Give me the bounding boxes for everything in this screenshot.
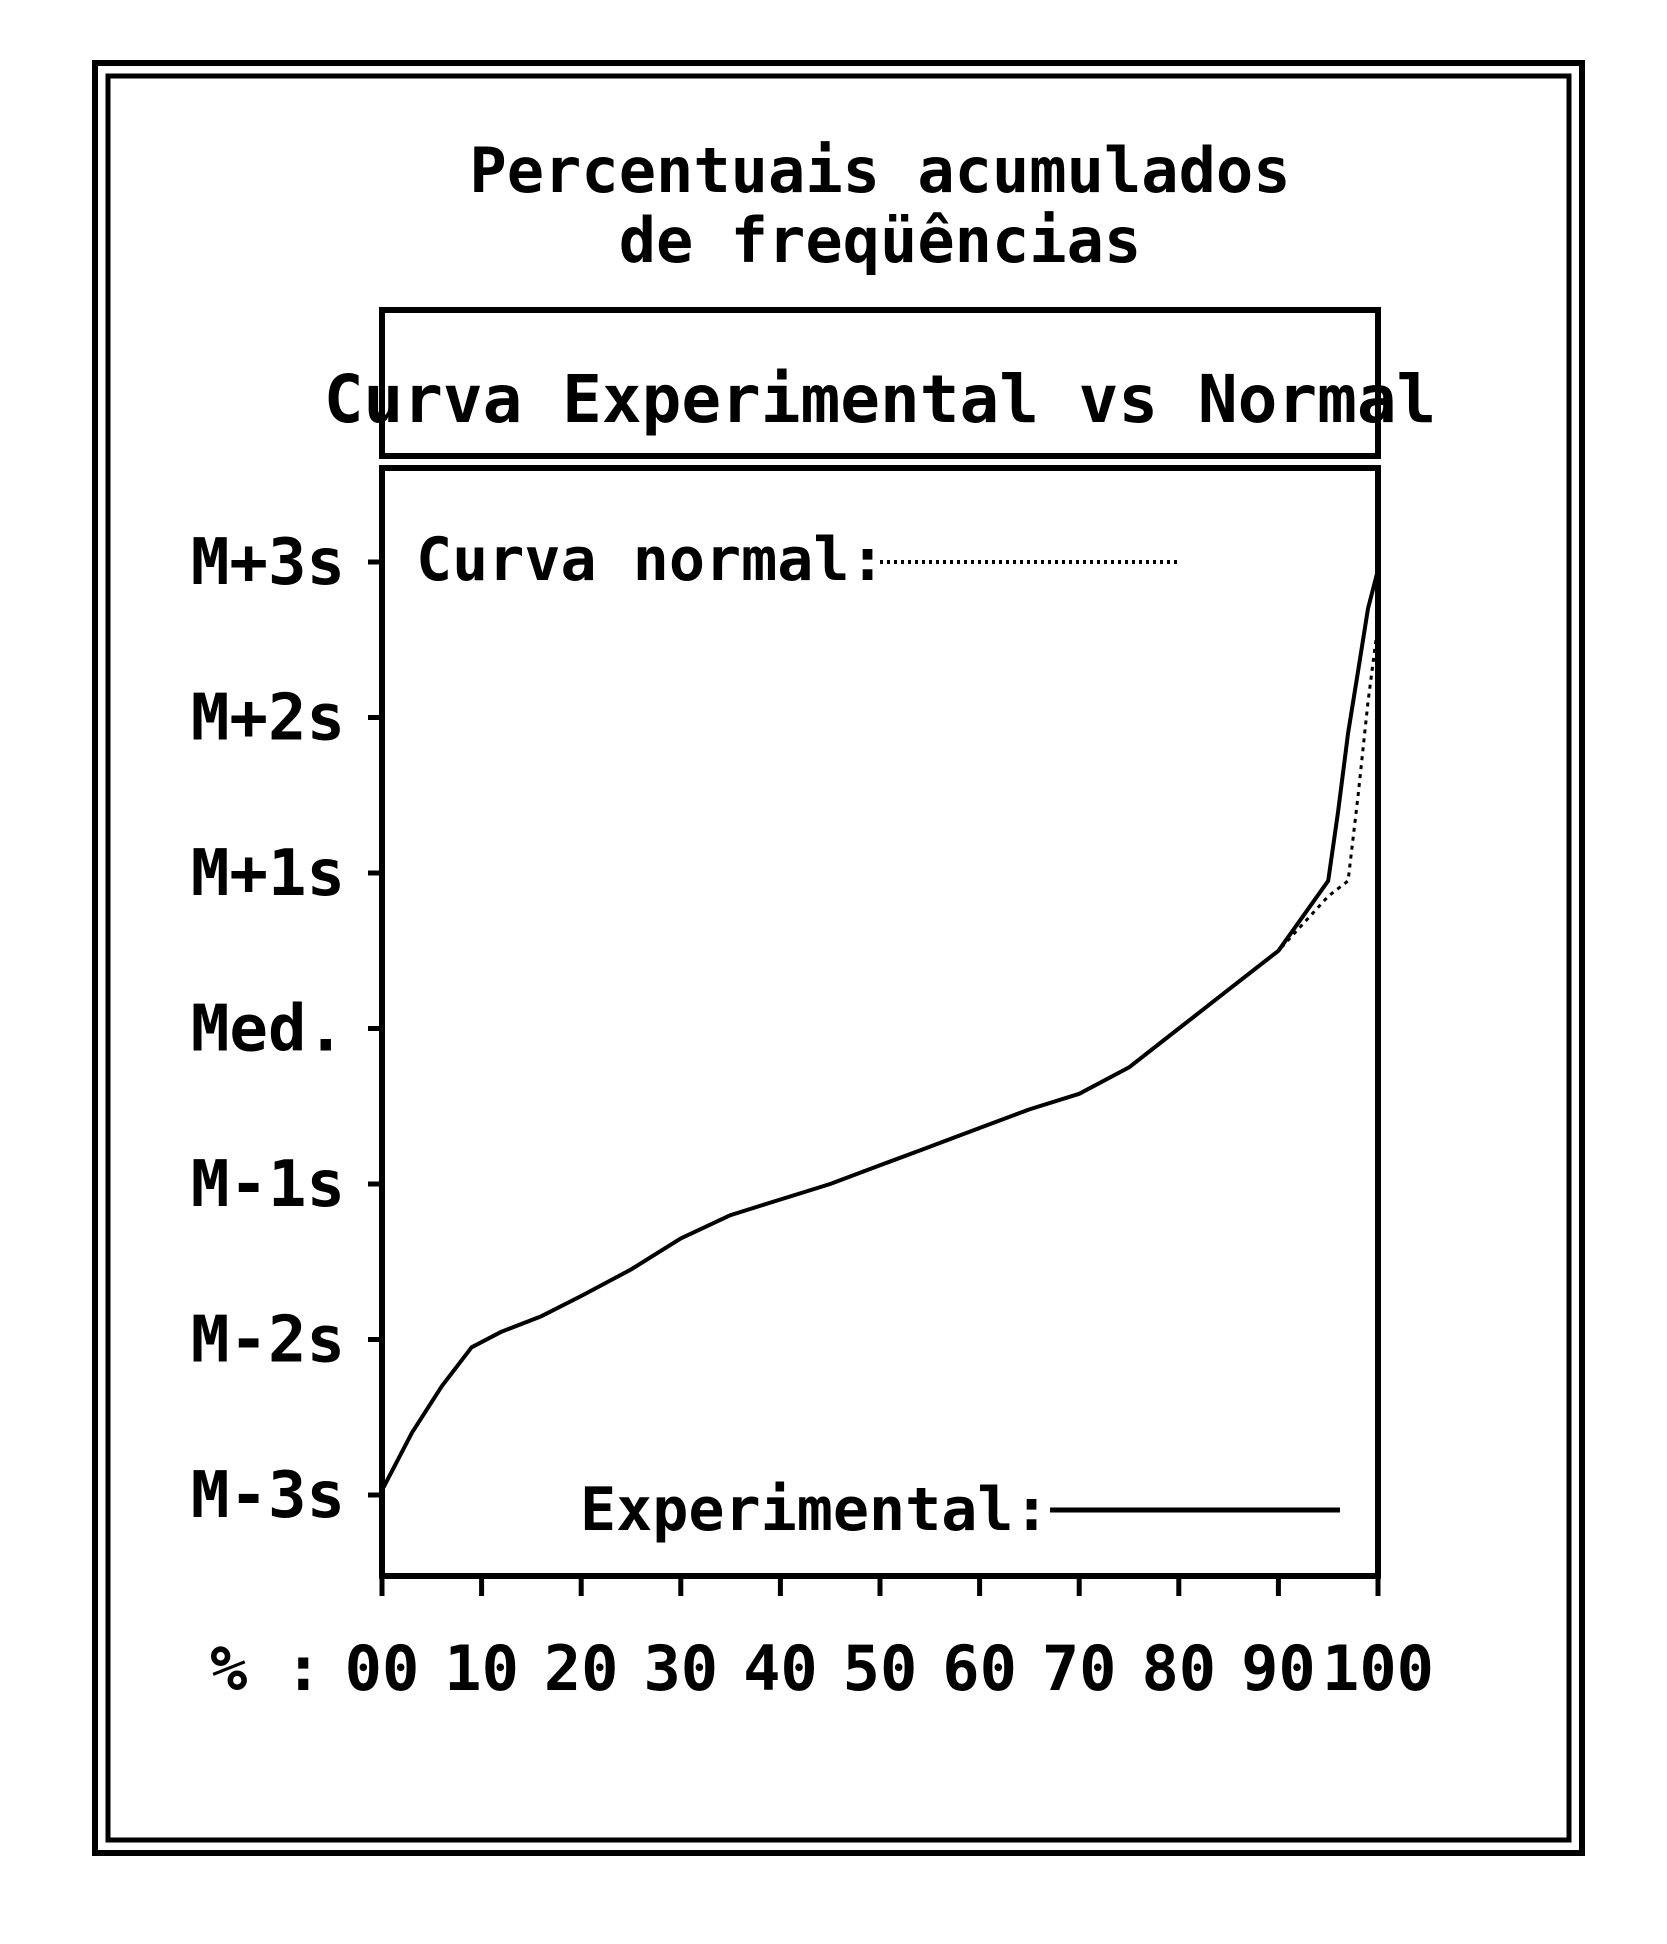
normal-curve-line bbox=[380, 624, 1380, 1491]
legend-normal-label: Curva normal: bbox=[416, 525, 886, 595]
chart-title-line1: Percentuais acumulados bbox=[469, 134, 1290, 207]
x-tick-label: 00 bbox=[345, 1632, 420, 1705]
outer-frame bbox=[92, 60, 1585, 1856]
x-tick-label: 10 bbox=[444, 1632, 519, 1705]
x-tick-label: 50 bbox=[843, 1632, 918, 1705]
series-layer bbox=[380, 569, 1380, 1492]
subtitle-box bbox=[379, 307, 1381, 459]
x-tick-label: 70 bbox=[1042, 1632, 1117, 1705]
y-tick-label: M-1s bbox=[191, 1148, 345, 1222]
y-tick-label: Med. bbox=[191, 993, 345, 1067]
x-axis-prefix: % : bbox=[210, 1632, 322, 1705]
inner-frame bbox=[105, 73, 1572, 1843]
x-axis: 00 10 20 30 40 50 60 70 80 90 100 bbox=[345, 1576, 1434, 1705]
x-tick-label: 40 bbox=[743, 1632, 818, 1705]
y-tick-label: M+1s bbox=[191, 837, 345, 911]
y-tick-label: M-3s bbox=[191, 1459, 345, 1533]
legend-experimental-label: Experimental: bbox=[580, 1475, 1050, 1545]
y-tick-label: M-2s bbox=[191, 1304, 345, 1378]
x-tick-label: 100 bbox=[1322, 1632, 1434, 1705]
y-tick-label: M+2s bbox=[191, 682, 345, 756]
y-axis: M+3s M+2s M+1s Med. M-1s M-2s M-3s bbox=[191, 526, 382, 1533]
chart-title-line2: de freqüências bbox=[619, 204, 1142, 277]
x-tick-label: 30 bbox=[643, 1632, 718, 1705]
plot-area bbox=[379, 465, 1381, 1579]
chart-subtitle: Curva Experimental vs Normal bbox=[324, 361, 1437, 438]
y-tick-label: M+3s bbox=[191, 526, 345, 600]
x-tick-label: 60 bbox=[942, 1632, 1017, 1705]
x-tick-label: 90 bbox=[1241, 1632, 1316, 1705]
x-tick-label: 80 bbox=[1141, 1632, 1216, 1705]
x-tick-label: 20 bbox=[544, 1632, 619, 1705]
experimental-curve-line bbox=[380, 569, 1380, 1492]
